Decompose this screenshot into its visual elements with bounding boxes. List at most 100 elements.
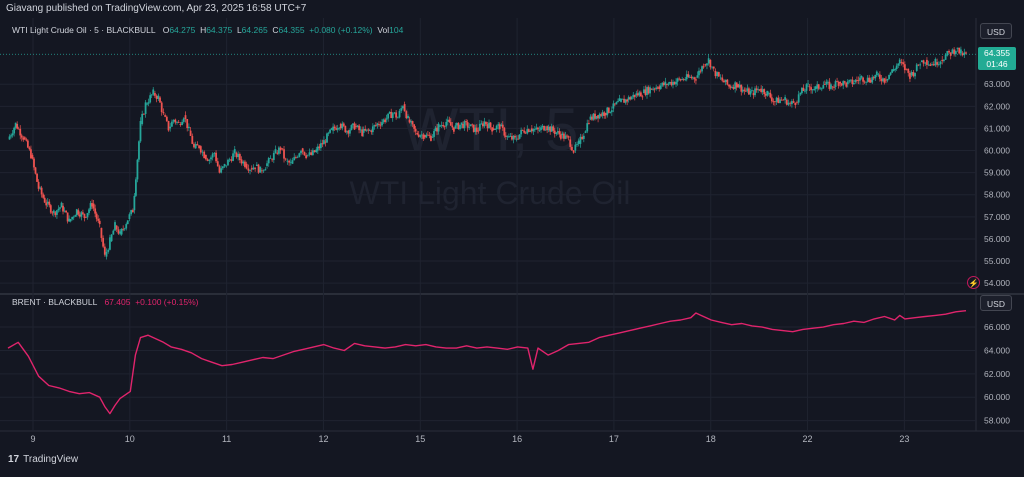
wti-candle-body xyxy=(823,84,826,86)
wti-candle-body xyxy=(943,59,945,62)
wti-candle-body xyxy=(211,153,214,158)
wti-candle-body xyxy=(91,203,93,207)
wti-candle-body xyxy=(439,125,442,127)
wti-candle-body xyxy=(760,88,763,93)
wti-candle-body xyxy=(468,126,471,128)
wti-candle-body xyxy=(828,81,831,89)
wti-candle-body xyxy=(633,94,636,98)
wti-candle-body xyxy=(630,97,633,100)
wti-candle-body xyxy=(669,81,671,84)
currency-button-wti[interactable]: USD xyxy=(980,23,1012,39)
wti-candle-body xyxy=(924,62,927,64)
wti-candle-body xyxy=(66,212,69,222)
wti-candle-body xyxy=(422,134,425,139)
wti-candle-body xyxy=(480,123,483,125)
wti-candle-body xyxy=(869,79,872,83)
wti-candle-body xyxy=(48,201,51,206)
alert-bolt-icon[interactable]: ⚡ xyxy=(967,276,980,289)
wti-candle-body xyxy=(919,64,922,66)
wti-candle-body xyxy=(471,124,474,126)
tradingview-footer[interactable]: 17 TradingView xyxy=(8,452,78,468)
wti-candle-body xyxy=(284,158,287,160)
wti-candle-body xyxy=(112,230,115,235)
wti-candle-body xyxy=(731,87,734,88)
wti-candle-body xyxy=(341,123,344,129)
wti-candle-body xyxy=(675,81,677,85)
wti-candle-body xyxy=(375,125,377,126)
wti-candle-body xyxy=(216,161,219,167)
wti-candle-body xyxy=(420,134,423,136)
wti-candle-body xyxy=(653,88,656,90)
wti-candle-body xyxy=(624,99,627,103)
wti-candle-body xyxy=(553,130,556,134)
currency-button-brent[interactable]: USD xyxy=(980,295,1012,311)
wti-candle-body xyxy=(152,89,155,95)
wti-candle-body xyxy=(220,168,223,173)
wti-symbol[interactable]: WTI Light Crude Oil · 5 · BLACKBULL xyxy=(12,25,156,35)
wti-candle-body xyxy=(382,119,385,123)
wti-candle-body xyxy=(509,136,512,137)
wti-candle-body xyxy=(592,113,595,120)
wti-candle-body xyxy=(136,159,139,180)
wti-candle-body xyxy=(787,102,790,105)
wti-candle-body xyxy=(709,59,712,68)
wti-candle-body xyxy=(586,123,589,132)
wti-candle-body xyxy=(261,170,263,172)
wti-y-tick-7: 56.000 xyxy=(984,234,1010,244)
wti-open-value: 64.275 xyxy=(169,25,196,35)
wti-candle-body xyxy=(62,205,64,212)
brent-symbol[interactable]: BRENT · BLACKBULL xyxy=(12,297,98,307)
wti-candle-body xyxy=(52,210,55,213)
wti-candle-body xyxy=(883,78,886,83)
wti-candle-body xyxy=(621,98,624,100)
wti-candle-body xyxy=(492,128,495,130)
wti-candle-body xyxy=(440,125,443,126)
wti-candle-body xyxy=(543,125,545,131)
wti-candle-body xyxy=(33,158,35,168)
wti-candle-body xyxy=(201,151,204,153)
wti-candle-body xyxy=(407,116,409,119)
wti-candle-body xyxy=(367,129,370,131)
wti-candle-body xyxy=(601,112,604,116)
wti-candle-body xyxy=(541,125,544,128)
wti-candle-body xyxy=(430,135,432,141)
wti-candle-body xyxy=(518,134,521,139)
wti-candle-body xyxy=(92,203,95,209)
wti-candle-body xyxy=(511,136,513,140)
wti-candle-body xyxy=(735,82,738,88)
wti-candle-body xyxy=(63,210,66,212)
wti-candle-body xyxy=(436,127,438,132)
wti-candle-body xyxy=(162,112,165,114)
wti-candle-body xyxy=(696,75,699,78)
wti-candle-body xyxy=(318,146,321,149)
wti-candle-body xyxy=(350,125,353,130)
wti-candle-body xyxy=(719,77,722,79)
wti-candle-body xyxy=(963,52,966,56)
wti-candle-body xyxy=(822,85,825,89)
wti-candle-body xyxy=(110,234,113,242)
wti-candle-body xyxy=(729,86,732,88)
wti-candle-body xyxy=(649,87,651,94)
wti-candle-body xyxy=(712,66,715,69)
wti-candle-body xyxy=(695,79,697,81)
wti-candle-body xyxy=(208,160,211,161)
wti-candle-body xyxy=(761,89,764,93)
wti-candle-body xyxy=(419,135,422,137)
wti-candle-body xyxy=(250,168,253,170)
wti-candle-body xyxy=(754,88,756,96)
wti-candle-body xyxy=(724,79,727,82)
wti-candle-body xyxy=(888,74,890,79)
wti-candle-body xyxy=(68,218,71,222)
wti-candle-body xyxy=(780,99,783,101)
wti-candle-body xyxy=(852,82,855,85)
wti-candle-body xyxy=(863,81,866,83)
wti-candle-body xyxy=(186,118,189,129)
wti-candle-body xyxy=(837,81,840,86)
wti-candle-body xyxy=(456,123,458,126)
wti-candle-body xyxy=(856,79,858,81)
wti-candle-body xyxy=(80,212,83,217)
wti-candle-body xyxy=(281,148,284,150)
wti-candle-body xyxy=(817,84,820,89)
